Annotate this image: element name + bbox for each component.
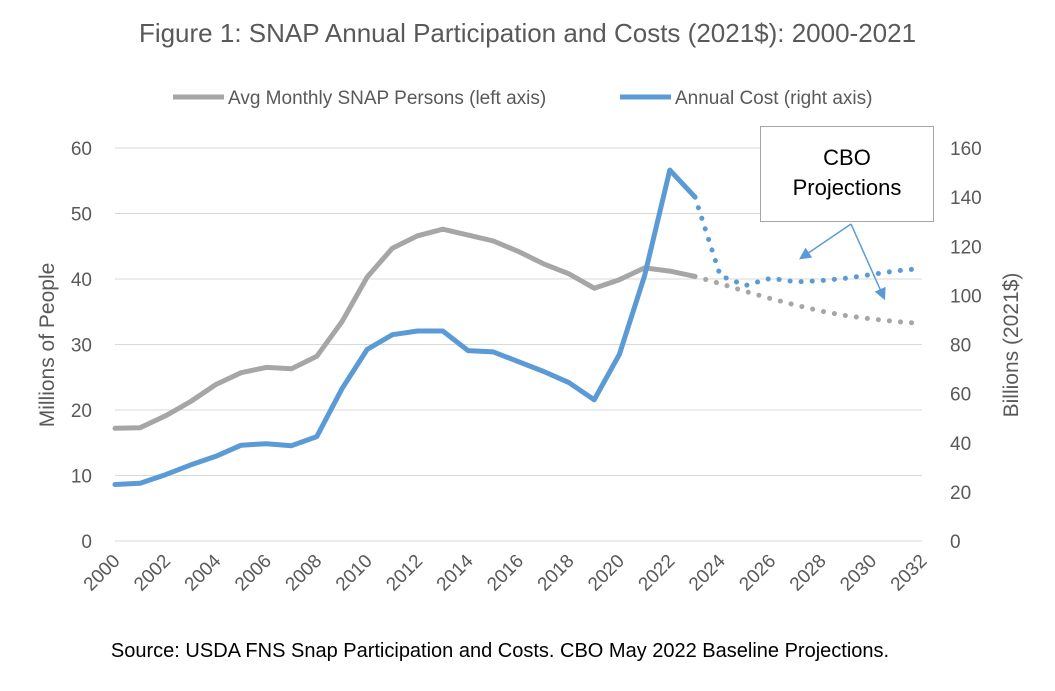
x-tick-label: 2010 bbox=[332, 551, 377, 596]
callout-line-1: CBO bbox=[823, 145, 871, 170]
x-axis-ticks: 2000 2002 2004 2006 2008 2010 2012 2014 2016 2018… bbox=[80, 550, 932, 595]
persons-projected-line bbox=[692, 273, 925, 326]
right-axis-ticks: 0 20 40 60 80 100 120 140 160 bbox=[950, 139, 982, 553]
left-tick-label: 10 bbox=[71, 467, 92, 488]
x-tick-label: 2014 bbox=[433, 550, 478, 595]
x-tick-label: 2004 bbox=[181, 550, 226, 595]
x-tick-label: 2012 bbox=[382, 551, 427, 596]
x-tick-label: 2020 bbox=[584, 551, 629, 596]
right-tick-label: 140 bbox=[950, 188, 982, 209]
persons-actual-line bbox=[112, 226, 698, 431]
right-tick-label: 100 bbox=[950, 286, 982, 307]
callout-arrow-persons bbox=[850, 223, 886, 301]
x-tick-label: 2032 bbox=[887, 551, 932, 596]
right-tick-label: 0 bbox=[950, 532, 961, 553]
x-tick-label: 2000 bbox=[80, 551, 125, 596]
legend: Avg Monthly SNAP Persons (left axis) Ann… bbox=[173, 88, 872, 109]
left-tick-label: 40 bbox=[71, 270, 92, 291]
right-tick-label: 20 bbox=[950, 483, 971, 504]
left-axis-title: Millions of People bbox=[36, 263, 59, 428]
source-note: Source: USDA FNS Snap Participation and … bbox=[110, 640, 890, 662]
chart-title: Figure 1: SNAP Annual Participation and … bbox=[138, 18, 917, 48]
left-tick-label: 60 bbox=[71, 139, 92, 160]
callout-line-2: Projections bbox=[792, 175, 902, 200]
right-tick-label: 120 bbox=[950, 237, 982, 258]
right-tick-label: 160 bbox=[950, 139, 982, 160]
callout-arrows bbox=[799, 223, 886, 301]
left-tick-label: 0 bbox=[81, 532, 92, 553]
x-tick-label: 2030 bbox=[836, 551, 881, 596]
cost-actual-line bbox=[112, 167, 698, 487]
legend-label-cost: Annual Cost (right axis) bbox=[675, 88, 872, 109]
x-tick-label: 2018 bbox=[534, 551, 579, 596]
x-tick-label: 2024 bbox=[685, 550, 730, 595]
right-tick-label: 60 bbox=[950, 385, 971, 406]
cbo-projections-callout: CBO Projections bbox=[760, 126, 934, 222]
legend-label-persons: Avg Monthly SNAP Persons (left axis) bbox=[228, 88, 546, 109]
left-tick-label: 20 bbox=[71, 401, 92, 422]
x-tick-label: 2002 bbox=[130, 551, 175, 596]
series-lines bbox=[112, 167, 925, 487]
x-tick-label: 2026 bbox=[735, 551, 780, 596]
left-axis-ticks: 0 10 20 30 40 50 60 bbox=[71, 139, 92, 553]
x-tick-label: 2006 bbox=[231, 551, 276, 596]
x-tick-label: 2008 bbox=[282, 551, 327, 596]
callout-arrow-cost bbox=[799, 223, 852, 260]
x-tick-label: 2022 bbox=[635, 551, 680, 596]
left-tick-label: 30 bbox=[71, 336, 92, 357]
right-tick-label: 40 bbox=[950, 434, 971, 455]
left-tick-label: 50 bbox=[71, 205, 92, 226]
right-axis-title: Billions (2021$) bbox=[1000, 273, 1023, 418]
x-tick-label: 2016 bbox=[483, 551, 528, 596]
x-tick-label: 2028 bbox=[786, 551, 831, 596]
right-tick-label: 80 bbox=[950, 336, 971, 357]
